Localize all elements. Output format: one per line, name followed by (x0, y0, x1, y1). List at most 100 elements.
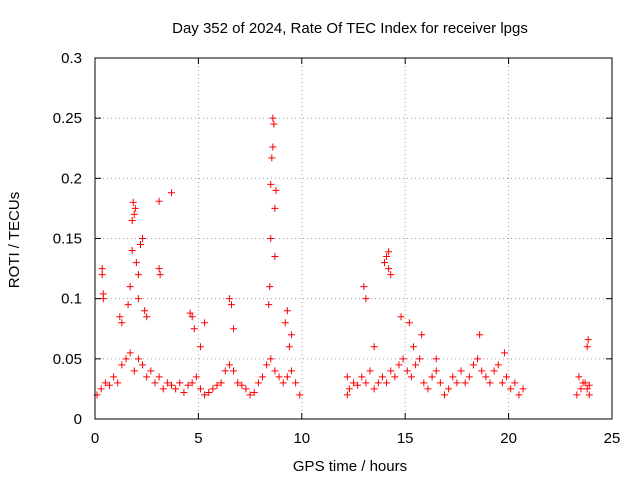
data-point (360, 283, 368, 291)
data-point (362, 379, 370, 387)
data-point (585, 391, 593, 399)
data-point (343, 391, 351, 399)
data-point (366, 367, 374, 375)
plot-frame (94, 57, 613, 420)
data-point (432, 367, 440, 375)
data-point (238, 381, 246, 389)
y-tick-label: 0.2 (61, 170, 82, 187)
data-point (354, 381, 362, 389)
data-point (412, 361, 420, 369)
data-point (105, 381, 113, 389)
data-point (583, 343, 591, 351)
x-axis-label: GPS time / hours (293, 458, 407, 475)
y-axis-label: ROTI / TECUs (6, 192, 23, 288)
x-tick-label: 25 (604, 430, 621, 447)
data-point (130, 367, 138, 375)
data-point (418, 331, 426, 339)
data-point (503, 373, 511, 381)
data-point (515, 391, 523, 399)
data-point (134, 355, 142, 363)
data-point (575, 373, 583, 381)
data-point (134, 271, 142, 279)
data-point (269, 143, 277, 151)
data-point (409, 343, 417, 351)
y-tick-label: 0.15 (53, 231, 82, 248)
data-point (269, 114, 277, 122)
data-point (151, 379, 159, 387)
data-point (101, 379, 109, 387)
data-point (281, 319, 289, 327)
data-point (242, 385, 250, 393)
data-point (292, 379, 300, 387)
data-point (213, 381, 221, 389)
data-point (159, 385, 167, 393)
data-point (225, 361, 233, 369)
y-tick-label: 0 (74, 411, 82, 428)
data-point (122, 355, 130, 363)
data-point (147, 367, 155, 375)
data-point (383, 379, 391, 387)
data-point (490, 367, 498, 375)
data-point (577, 385, 585, 393)
data-point (98, 265, 106, 273)
data-point (156, 271, 164, 279)
data-point (519, 385, 527, 393)
data-point (469, 361, 477, 369)
data-point (139, 235, 147, 242)
y-tick-label: 0.3 (61, 50, 82, 67)
data-point (130, 210, 138, 218)
data-point (486, 379, 494, 387)
grid-lines (95, 58, 612, 419)
data-point (196, 385, 204, 393)
data-point (143, 373, 151, 381)
data-point (201, 391, 209, 399)
chart-title: Day 352 of 2024, Rate Of TEC Index for r… (172, 20, 528, 37)
data-point (494, 361, 502, 369)
data-point (385, 265, 393, 273)
data-point (246, 391, 254, 399)
data-point (285, 343, 293, 351)
data-point (192, 373, 200, 381)
data-point (457, 367, 465, 375)
data-point (168, 189, 176, 197)
y-tick-label: 0.25 (53, 110, 82, 127)
data-point (358, 373, 366, 381)
data-point (272, 186, 280, 194)
data-point (225, 295, 233, 303)
data-point (263, 361, 271, 369)
data-point (139, 361, 147, 369)
data-point (478, 367, 486, 375)
data-point (118, 361, 126, 369)
data-point (209, 385, 217, 393)
data-point (370, 385, 378, 393)
data-point (449, 373, 457, 381)
data-point (296, 391, 304, 399)
data-point (267, 235, 275, 242)
data-point (387, 271, 395, 279)
data-point (383, 253, 391, 261)
data-point (184, 381, 192, 389)
x-tick-label: 0 (91, 430, 99, 447)
data-point (180, 389, 188, 397)
data-point (345, 385, 353, 393)
y-tick-label: 0.1 (61, 291, 82, 308)
data-point (132, 259, 140, 267)
data-point (118, 319, 126, 327)
data-point (265, 301, 273, 309)
data-point (585, 381, 593, 389)
data-point (188, 379, 196, 387)
data-point (432, 355, 440, 363)
data-point (234, 379, 242, 387)
data-point (172, 385, 180, 393)
data-point (362, 295, 370, 303)
data-point (407, 373, 415, 381)
data-point (583, 385, 591, 393)
data-point (395, 361, 403, 369)
data-point (188, 313, 196, 321)
data-point (343, 373, 351, 381)
data-point (283, 373, 291, 381)
data-point (186, 309, 194, 317)
data-point (279, 379, 287, 387)
data-point (424, 385, 432, 393)
